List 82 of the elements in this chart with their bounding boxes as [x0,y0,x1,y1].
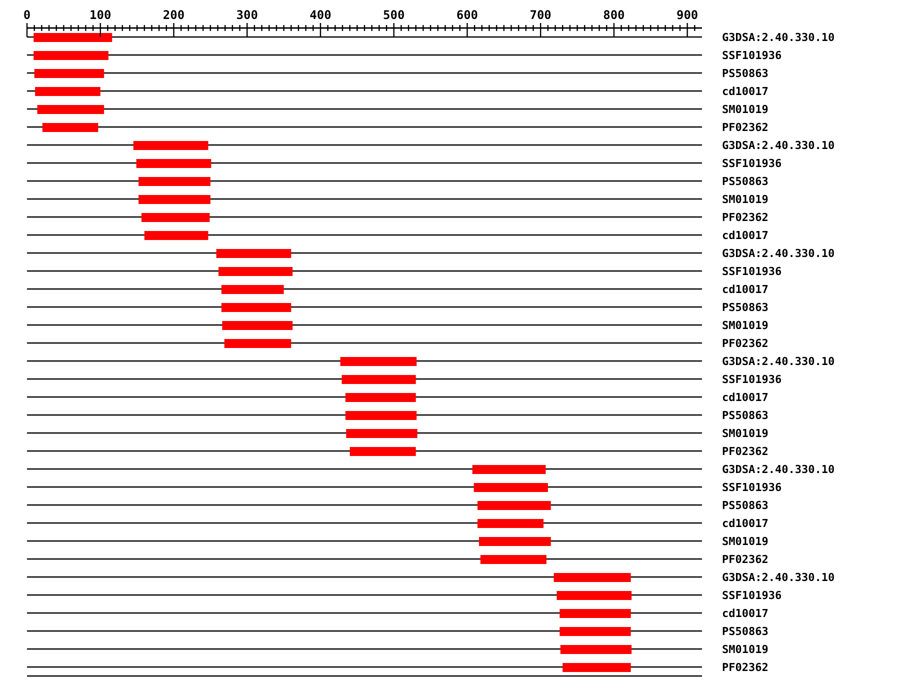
y-tick-label: cd10017 [722,606,768,620]
bar [35,87,100,96]
y-tick-label: PS50863 [722,300,768,314]
bar [34,51,108,60]
bar [136,159,212,168]
y-tick-label: PF02362 [722,444,768,458]
y-tick-label: G3DSA:2.40.330.10 [722,462,835,476]
y-tick-label: cd10017 [722,390,768,404]
bar [34,69,104,78]
y-tick-label: PS50863 [722,624,768,638]
y-tick-label: cd10017 [722,228,768,242]
bar [133,141,208,150]
bar [560,645,632,654]
bar [345,393,416,402]
y-tick-label: PS50863 [722,66,768,80]
x-tick-label: 100 [90,8,112,22]
bar [346,429,418,438]
y-tick-label: SM01019 [722,426,768,440]
bar [216,249,292,258]
bar [474,483,548,492]
y-tick-label: PF02362 [722,552,768,566]
bar [342,375,416,384]
bar [340,357,417,366]
x-tick-label: 0 [23,8,31,22]
y-tick-label: PF02362 [722,210,768,224]
y-tick-label: SSF101936 [722,480,782,494]
bar [477,501,551,510]
bar [477,519,544,528]
bar [556,591,632,600]
bar [562,663,631,672]
bar [138,195,210,204]
x-tick-label: 900 [676,8,698,22]
y-tick-label: PS50863 [722,174,768,188]
x-tick-label: 400 [310,8,332,22]
x-tick-label: 500 [383,8,405,22]
x-tick-label: 200 [162,8,185,22]
bar [138,177,210,186]
bar [478,537,551,546]
bar [222,321,293,330]
y-tick-label: SSF101936 [722,264,782,278]
y-tick-label: SM01019 [722,318,768,332]
bar [224,339,292,348]
x-tick-label: 700 [530,8,552,22]
bar [42,123,98,132]
y-tick-label: PF02362 [722,120,768,134]
y-tick-label: cd10017 [722,282,768,296]
bar [560,627,631,636]
x-tick-label: 800 [603,8,625,22]
y-tick-label: G3DSA:2.40.330.10 [722,30,835,44]
y-tick-label: PF02362 [722,660,768,674]
x-tick-label: 600 [456,8,478,22]
y-tick-label: SM01019 [722,102,768,116]
bar [221,303,292,312]
bar [141,213,210,222]
y-tick-label: G3DSA:2.40.330.10 [722,570,835,584]
y-tick-label: PF02362 [722,336,768,350]
y-tick-label: SM01019 [722,192,768,206]
y-tick-label: G3DSA:2.40.330.10 [722,354,835,368]
y-tick-label: cd10017 [722,516,768,530]
bar [34,33,112,42]
bar [221,285,284,294]
y-tick-label: cd10017 [722,84,768,98]
bar [345,411,417,420]
x-tick-label: 300 [236,8,258,22]
bar [144,231,208,240]
y-tick-label: PS50863 [722,408,768,422]
y-tick-label: SSF101936 [722,372,782,386]
bar [480,555,546,564]
bar [37,105,104,114]
y-tick-label: SSF101936 [722,156,782,170]
y-tick-label: SSF101936 [722,588,782,602]
bar [472,465,546,474]
y-tick-label: SM01019 [722,642,768,656]
bar [218,267,293,276]
bar [554,573,631,582]
bar [350,447,416,456]
bar [560,609,631,618]
y-tick-label: SSF101936 [722,48,782,62]
y-tick-label: PS50863 [722,498,768,512]
y-tick-label: G3DSA:2.40.330.10 [722,246,835,260]
y-tick-label: SM01019 [722,534,768,548]
y-tick-label: G3DSA:2.40.330.10 [722,138,835,152]
